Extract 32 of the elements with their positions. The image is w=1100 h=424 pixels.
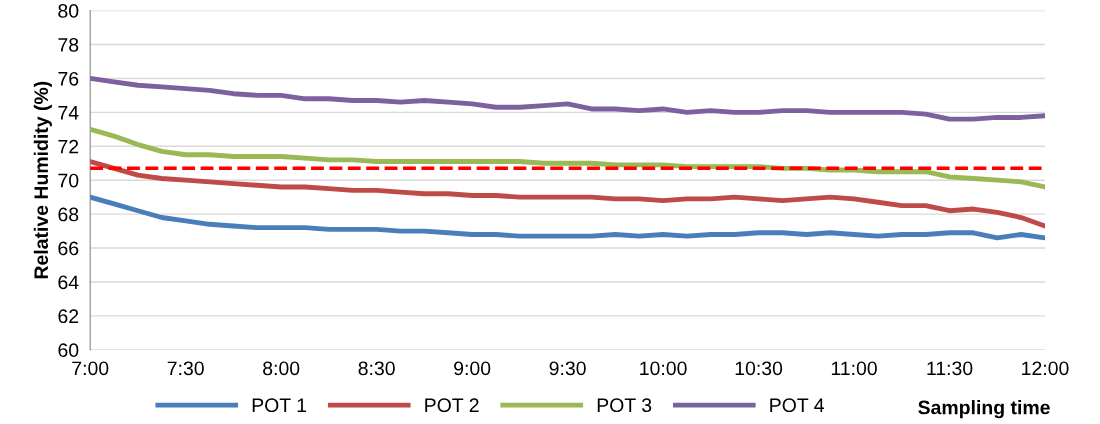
legend-label: POT 2 xyxy=(425,398,479,413)
line-series xyxy=(90,159,1045,229)
x-tick-label: 11:30 xyxy=(927,361,973,376)
y-tick-label: 76 xyxy=(58,71,79,86)
legend-label: POT 3 xyxy=(597,398,652,413)
y-tick-label: 78 xyxy=(58,37,79,52)
x-tick-label: 11:00 xyxy=(831,361,877,376)
y-axis-title: Relative Humidity (%) xyxy=(33,81,52,279)
y-tick-label: 68 xyxy=(58,207,79,222)
y-tick-label: 66 xyxy=(58,241,79,256)
y-tick-label: 74 xyxy=(58,106,79,120)
x-axis-title: Sampling time xyxy=(918,400,1050,419)
y-tick-label: 62 xyxy=(58,309,79,324)
y-tick-label: 72 xyxy=(58,139,79,154)
line-series xyxy=(90,194,1045,241)
legend-label: POT 4 xyxy=(770,398,825,413)
y-tick-label: 64 xyxy=(58,275,79,290)
y-tick-label: 80 xyxy=(58,4,79,18)
x-tick-label: 7:30 xyxy=(167,361,204,376)
x-tick-label: 10:30 xyxy=(735,361,783,376)
x-tick-label: 7:00 xyxy=(72,361,109,376)
y-tick-label: 70 xyxy=(58,173,79,188)
x-tick-label: 8:30 xyxy=(358,361,395,376)
line-series xyxy=(90,76,1045,122)
x-tick-label: 12:00 xyxy=(1022,361,1069,376)
x-tick-label: 9:00 xyxy=(454,361,491,376)
x-tick-label: 10:00 xyxy=(640,361,687,376)
x-tick-label: 8:00 xyxy=(263,361,300,376)
y-tick-label: 60 xyxy=(58,343,79,358)
legend-label: POT 1 xyxy=(252,398,307,413)
x-tick-label: 9:30 xyxy=(549,361,586,376)
line-series xyxy=(90,126,1045,190)
